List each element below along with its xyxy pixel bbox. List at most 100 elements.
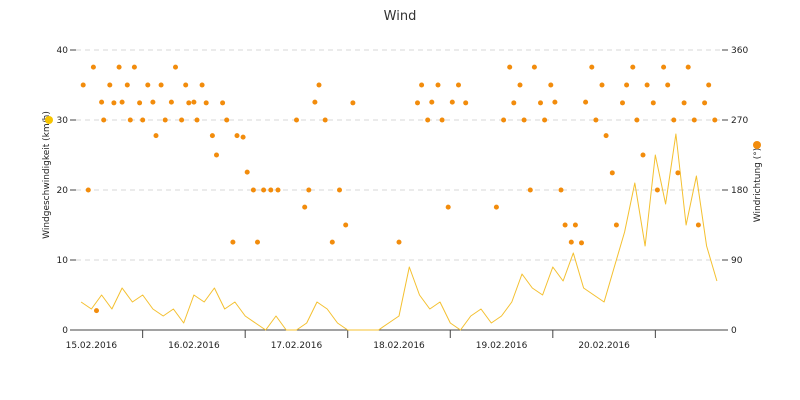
direction-point [99, 99, 105, 105]
direction-point [609, 170, 615, 176]
direction-point [562, 222, 568, 228]
left-tick-label: 0 [62, 326, 68, 336]
direction-point [203, 100, 209, 106]
direction-point [80, 82, 86, 88]
direction-point [675, 170, 681, 176]
direction-point [640, 152, 646, 158]
direction-point [158, 82, 164, 88]
direction-point [463, 100, 469, 106]
direction-point [162, 117, 168, 123]
direction-point [119, 99, 125, 105]
direction-point [449, 99, 455, 105]
direction-point [191, 99, 197, 105]
x-tick-label: 15.02.2016 [66, 341, 118, 351]
direction-point [572, 222, 578, 228]
direction-point [322, 117, 328, 123]
direction-point [244, 169, 250, 175]
direction-point [542, 117, 548, 123]
direction-point [493, 204, 499, 210]
direction-point [706, 82, 712, 88]
direction-point [435, 82, 441, 88]
direction-point [337, 187, 342, 193]
left-tick-label: 20 [57, 186, 69, 196]
direction-point [620, 100, 625, 106]
direction-point [630, 64, 636, 70]
direction-point [593, 117, 599, 123]
direction-point [150, 99, 156, 105]
direction-point [343, 222, 349, 228]
right-tick-label: 360 [731, 46, 748, 56]
chart-title: Wind [384, 9, 417, 24]
right-axis-title: Windrichtung (°) [753, 148, 763, 223]
direction-point [124, 82, 130, 88]
direction-point [634, 117, 640, 123]
direction-point [531, 64, 537, 70]
direction-point [145, 82, 151, 88]
direction-point [312, 99, 318, 105]
direction-point [101, 117, 107, 123]
direction-point [445, 204, 451, 210]
direction-point [199, 82, 205, 88]
direction-point [650, 100, 656, 106]
direction-point [168, 99, 174, 105]
direction-point [507, 64, 513, 70]
direction-point [396, 239, 402, 245]
direction-point [613, 222, 619, 228]
direction-point [456, 82, 461, 88]
direction-point [294, 117, 299, 123]
direction-point [568, 239, 574, 245]
direction-point [230, 239, 236, 245]
x-tick-label: 19.02.2016 [476, 341, 528, 351]
left-axis-title-group: Windgeschwindigkeit (km/h) [42, 111, 52, 239]
direction-point [220, 100, 226, 106]
x-tick-label: 17.02.2016 [271, 341, 323, 351]
right-tick-label: 180 [731, 186, 748, 196]
direction-point [691, 117, 697, 123]
direction-point [603, 133, 609, 139]
direction-point [137, 100, 143, 106]
wind-speed-legend-dot [45, 116, 53, 124]
direction-point [583, 99, 589, 105]
direction-point [306, 187, 312, 193]
direction-point [224, 117, 230, 123]
wind-speed-series-line [80, 133, 718, 331]
direction-point [194, 117, 200, 123]
direction-point [552, 99, 558, 105]
direction-point [268, 187, 274, 193]
direction-point [179, 117, 185, 123]
right-axis-ticks: 0 90 180 270 360 [722, 46, 748, 336]
direction-point [579, 240, 584, 246]
left-axis-title: Windgeschwindigkeit (km/h) [42, 111, 52, 239]
direction-point [183, 82, 189, 88]
direction-point [419, 82, 425, 88]
direction-point [350, 100, 356, 106]
direction-point [695, 222, 701, 228]
direction-point [234, 133, 240, 139]
direction-point [558, 187, 564, 193]
direction-point [501, 117, 507, 123]
direction-point [429, 99, 435, 105]
direction-point [329, 239, 335, 245]
direction-point [316, 82, 322, 88]
left-tick-label: 30 [57, 116, 69, 126]
direction-point [140, 117, 146, 123]
left-axis-ticks: 0 10 20 30 40 [57, 46, 76, 336]
direction-point [511, 100, 517, 106]
direction-point [644, 82, 650, 88]
direction-point [116, 64, 122, 70]
direction-point [209, 133, 215, 139]
direction-point [439, 117, 445, 123]
direction-point [654, 187, 660, 193]
direction-point [94, 308, 99, 314]
right-axis-title-group: Windrichtung (°) [753, 148, 763, 223]
x-tick-label: 20.02.2016 [578, 341, 630, 351]
direction-point [415, 100, 420, 106]
wind-direction-points [80, 64, 718, 314]
direction-point [527, 187, 533, 193]
direction-point [521, 117, 527, 123]
direction-point [127, 117, 133, 123]
direction-point [302, 204, 308, 210]
direction-point [107, 82, 113, 88]
direction-point [153, 133, 159, 139]
